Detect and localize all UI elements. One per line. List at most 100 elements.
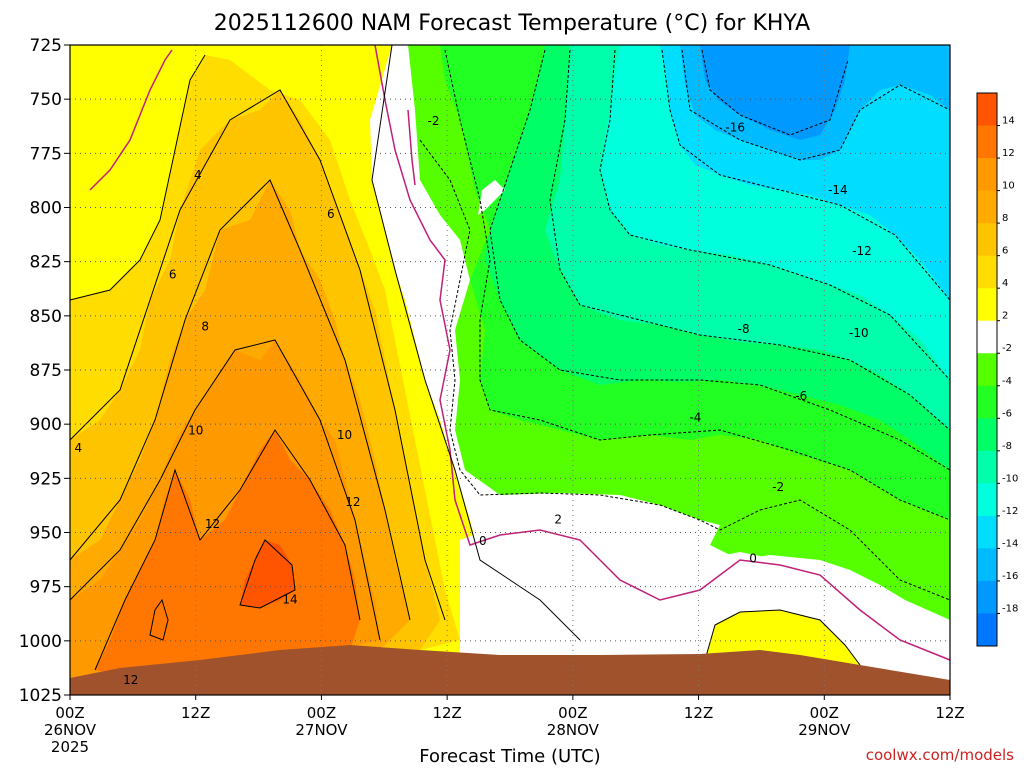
contour-labels: 4 6 8 10 12 14 12 6 10 12 4 -2 2 0 -4 -8 -6 -10 -12 -14 -16 -… [75,114,872,687]
colorbar-swatch [977,450,997,484]
contour-label: 10 [188,424,203,438]
contour-minus-16 [701,49,849,136]
colorbar-label: -16 [1002,571,1018,582]
contour-minus-8 [549,49,951,431]
y-tick-label: 1025 [19,686,62,706]
colorbar-swatch [977,613,997,647]
contour-label: 14 [282,593,297,607]
y-tick-label: 850 [30,307,62,327]
contour-0-upper [374,44,951,661]
x-axis-label: Forecast Time (UTC) [419,746,600,767]
colorbar-label: -2 [1002,343,1012,354]
colorbar-label: -4 [1002,376,1012,387]
colorbar-label: 4 [1002,278,1008,289]
colorbar-label: -18 [1002,603,1018,614]
x-tick-label: 29NOV [798,721,851,739]
contour-label: -12 [852,244,872,258]
colorbar-swatch [977,483,997,517]
y-tick-label: 1000 [19,632,62,652]
colorbar-label: 2 [1002,311,1008,322]
y-axis-ticks: 725 750 775 800 825 850 875 900 925 950 975 1000 102… [19,36,70,706]
colorbar-frame [976,92,998,647]
colorbar-label: 12 [1002,148,1015,159]
contour-label: 0 [749,552,757,566]
x-tick-label: 27NOV [295,721,348,739]
contour-label: -6 [795,389,807,403]
colorbar-swatch [977,353,997,387]
contour-0-left [89,49,173,191]
contour-label: -2 [772,480,784,494]
x-tick-label: 12Z [432,704,461,722]
contour-12 [239,539,296,609]
x-tick-label: 2025 [51,738,89,756]
contour-label: 8 [201,320,209,334]
y-tick-label: 825 [30,253,62,273]
colorbar-swatch [977,93,997,127]
contour-label: -10 [849,326,869,340]
y-tick-label: 875 [30,361,62,381]
colorbar-label: -8 [1002,441,1012,452]
colorbar: 14 12 10 8 6 4 2 -2 -4 -6 -8 -10 -12 -14 -16 -18 [976,92,1018,647]
y-tick-label: 925 [30,469,62,489]
terrain-below-ground [70,645,950,695]
contour-12-small [149,598,169,641]
x-tick-label: 28NOV [547,721,600,739]
y-tick-label: 725 [30,36,62,56]
contour-label: 2 [554,513,562,527]
colorbar-swatch [977,255,997,289]
contour-minus-6 [489,49,951,471]
contour-2-outer [69,44,581,641]
x-tick-label: 00Z [307,704,336,722]
x-tick-label: 12Z [181,704,210,722]
x-tick-label: 00Z [55,704,84,722]
contour-8 [69,339,381,641]
colorbar-label: 6 [1002,246,1008,257]
contour-label: -16 [725,120,745,134]
contour-label: 0 [479,534,487,548]
y-tick-label: 900 [30,415,62,435]
colorbar-label: -14 [1002,538,1018,549]
y-tick-label: 950 [30,524,62,544]
colorbar-swatch [977,190,997,224]
contour-label: 6 [169,268,177,282]
band-above-14 [240,540,295,608]
colorbar-label: 14 [1002,116,1015,127]
credit-text: coolwx.com/models [866,746,1014,764]
plot-area: 4 6 8 10 12 14 12 6 10 12 4 -2 2 0 -4 -8 -6 -10 -12 -14 -16 -… [69,44,951,696]
y-tick-label: 800 [30,199,62,219]
contour-label: -14 [828,183,848,197]
contour-minus-4 [444,49,951,521]
contour-label: 10 [337,428,352,442]
contour-minus-12 [661,49,951,301]
x-tick-label: 00Z [558,704,587,722]
colorbar-label: 8 [1002,213,1008,224]
x-tick-label: 12Z [935,704,964,722]
colorbar-label: -10 [1002,473,1018,484]
y-tick-label: 975 [30,578,62,598]
contour-0-spike [407,109,416,186]
contour-2-mound [704,609,861,666]
chart-title: 2025112600 NAM Forecast Temperature (°C)… [214,11,810,36]
colorbar-label: -12 [1002,506,1018,517]
contour-label: -4 [689,411,701,425]
contour-label: -2 [428,114,440,128]
x-tick-label: 26NOV [44,721,97,739]
colorbar-swatch [977,158,997,192]
contour-6 [69,179,411,621]
colorbar-label: -6 [1002,408,1012,419]
contour-label: 4 [75,441,83,455]
colorbar-swatch [977,320,997,354]
contour-label: 6 [327,207,335,221]
colorbar-swatch [977,288,997,322]
colorbar-swatch [977,385,997,419]
colorbar-swatch [977,515,997,549]
contour-label: 4 [194,168,202,182]
contour-label: 12 [123,673,138,687]
contour-minus-2 [419,139,951,601]
y-tick-label: 775 [30,144,62,164]
contour-label: -8 [738,322,750,336]
band-above-14-small [150,600,168,640]
contour-label: 12 [205,517,220,531]
